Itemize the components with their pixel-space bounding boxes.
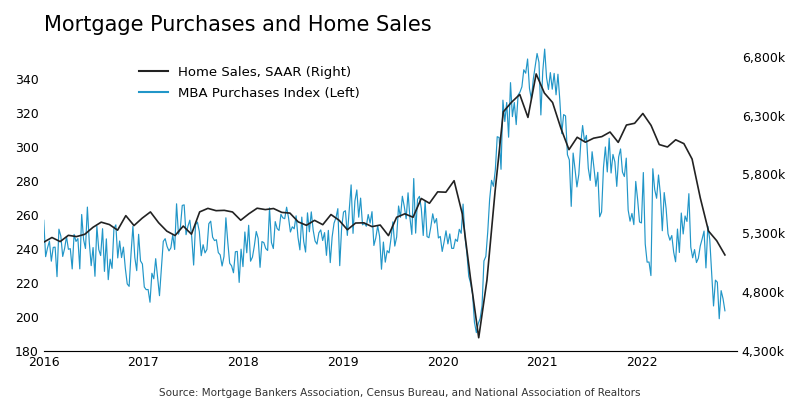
Text: Mortgage Purchases and Home Sales: Mortgage Purchases and Home Sales (44, 15, 431, 35)
Legend: Home Sales, SAAR (Right), MBA Purchases Index (Left): Home Sales, SAAR (Right), MBA Purchases … (134, 61, 366, 105)
Text: Source: Mortgage Bankers Association, Census Bureau, and National Association of: Source: Mortgage Bankers Association, Ce… (159, 388, 641, 398)
